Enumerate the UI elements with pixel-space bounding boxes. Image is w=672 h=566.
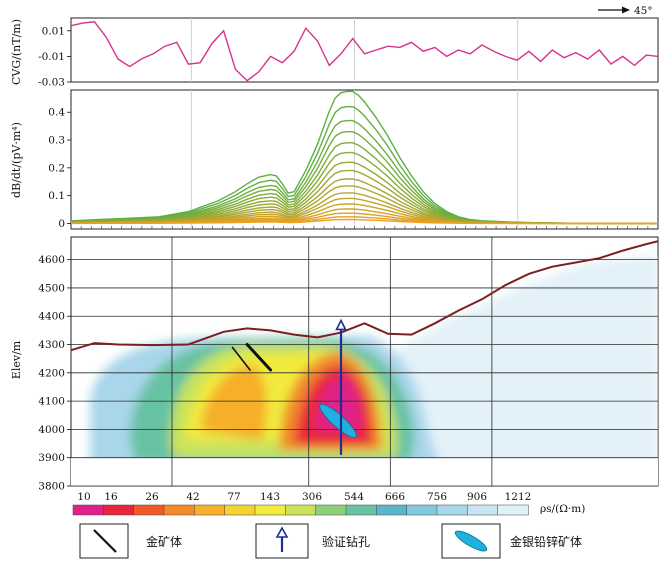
y-tick-label: 0.01 (42, 25, 65, 37)
colorbar-tick-label: 544 (344, 491, 364, 503)
colorbar-tick-label: 143 (260, 491, 280, 503)
colorbar-tick-label: 16 (104, 491, 118, 503)
y-tick-label: 4400 (38, 311, 65, 323)
legend-label-drill-hole: 验证钻孔 (322, 534, 370, 549)
direction-arrow-head (622, 6, 630, 14)
dbdt-series-group (70, 90, 658, 225)
colorbar-cell (285, 504, 317, 516)
dbdt-grid (70, 90, 659, 229)
section-base-mask (71, 458, 658, 486)
y-tick-label: 4600 (38, 254, 65, 266)
colorbar-tick-label: 306 (302, 491, 322, 503)
direction-indicator: 45° (598, 5, 653, 17)
colorbar-tick-label: 666 (385, 491, 405, 503)
dbdt-plot-frame (70, 89, 659, 230)
colorbar-tick-label: 10 (77, 491, 90, 503)
contour-zone-5 (200, 365, 267, 440)
colorbar-cell (163, 504, 195, 516)
colorbar-cell (194, 504, 226, 516)
dbdt-panel: 0.4 0.3 0.2 0.1 0 dB/dt/(pV·m⁴) (10, 89, 659, 230)
colorbar-unit-label: ρs/(Ω·m) (540, 503, 585, 515)
colorbar-cell (133, 504, 165, 516)
dbdt-y-axis-title: dB/dt/(pV·m⁴) (10, 122, 23, 198)
legend-item-drill-hole: 验证钻孔 (255, 523, 370, 559)
y-tick-label: 4300 (38, 339, 65, 351)
colorbar-cell (406, 504, 438, 516)
cvg-series-line (70, 21, 659, 82)
y-tick-label: -0.03 (38, 77, 65, 89)
cvg-y-axis-title: CVG/(nT/m) (10, 19, 23, 85)
y-tick-label: 0 (58, 218, 65, 230)
drill-hole-arrowhead (335, 318, 347, 331)
terrain-profile-line (70, 240, 659, 352)
cvg-grid (190, 18, 519, 82)
y-tick-label: 0.4 (48, 107, 65, 119)
y-tick-label: -0.01 (38, 51, 65, 63)
gold-ore-bodies (231, 343, 273, 372)
colorbar-cell (345, 504, 377, 516)
colorbar-cell (72, 504, 104, 516)
gold-body-icon (93, 529, 117, 553)
y-tick-label: 0.3 (48, 135, 65, 147)
colorbar-tick-labels: 10 16 26 42 77 143 306 544 666 756 906 1212 (77, 491, 531, 503)
cvg-panel: 0.01 -0.01 -0.03 CVG/(nT/m) (10, 17, 659, 89)
colorbar-cell (436, 504, 468, 516)
colorbar-cell (497, 504, 529, 516)
colorbar-cell (376, 504, 408, 516)
legend-item-agpbzn-body: 金银铅锌矿体 (441, 523, 582, 559)
drill-hole (335, 318, 347, 455)
section-grid (71, 237, 658, 487)
section-y-axis-title: Elev/m (10, 340, 23, 379)
agpbzn-body-icon (454, 530, 488, 552)
section-y-ticks: 4600 4500 4400 4300 4200 4100 4000 3900 3800 (38, 254, 71, 493)
colorbar-cell (467, 504, 499, 516)
resistivity-section-panel: 4600 4500 4400 4300 4200 4100 4000 3900 3800 Ele… (10, 236, 659, 493)
colorbar-tick-label: 42 (186, 491, 199, 503)
y-tick-label: 0.2 (48, 162, 65, 174)
y-tick-label: 3900 (38, 452, 65, 464)
legend: 金矿体 验证钻孔 金银铅锌矿体 (79, 523, 582, 559)
gold-ore-body (231, 346, 251, 371)
colorbar-tick-label: 906 (467, 491, 487, 503)
legend-item-gold-body: 金矿体 (79, 523, 182, 559)
y-tick-label: 4100 (38, 396, 65, 408)
colorbar-tick-label: 77 (227, 491, 240, 503)
dbdt-y-ticks: 0.4 0.3 0.2 0.1 0 (48, 107, 71, 230)
cvg-y-ticks: 0.01 -0.01 -0.03 (38, 25, 71, 89)
colorbar-tick-label: 26 (145, 491, 159, 503)
y-tick-label: 4000 (38, 424, 65, 436)
gold-ore-body (245, 343, 273, 372)
legend-label-agpbzn-body: 金银铅锌矿体 (510, 534, 582, 549)
colorbar-cell (224, 504, 256, 516)
colorbar-cell (315, 504, 347, 516)
y-tick-label: 3800 (38, 481, 65, 493)
drill-hole-icon (275, 526, 289, 552)
contour-high-res-zone (380, 255, 658, 486)
colorbar-tick-label: 756 (427, 491, 447, 503)
y-tick-label: 0.1 (48, 190, 65, 202)
colorbar-cells (72, 504, 529, 516)
legend-label-gold-body: 金矿体 (146, 534, 182, 549)
colorbar-tick-label: 1212 (505, 491, 532, 503)
y-tick-label: 4200 (38, 367, 65, 379)
cvg-plot-frame (70, 17, 659, 83)
colorbar-cell (254, 504, 286, 516)
resistivity-colorbar: 10 16 26 42 77 143 306 544 666 756 906 1212 ρs/(Ω·m… (72, 491, 585, 516)
y-tick-label: 4500 (38, 282, 65, 294)
colorbar-cell (103, 504, 135, 516)
dbdt-series-line (70, 218, 658, 225)
direction-label: 45° (634, 5, 653, 17)
